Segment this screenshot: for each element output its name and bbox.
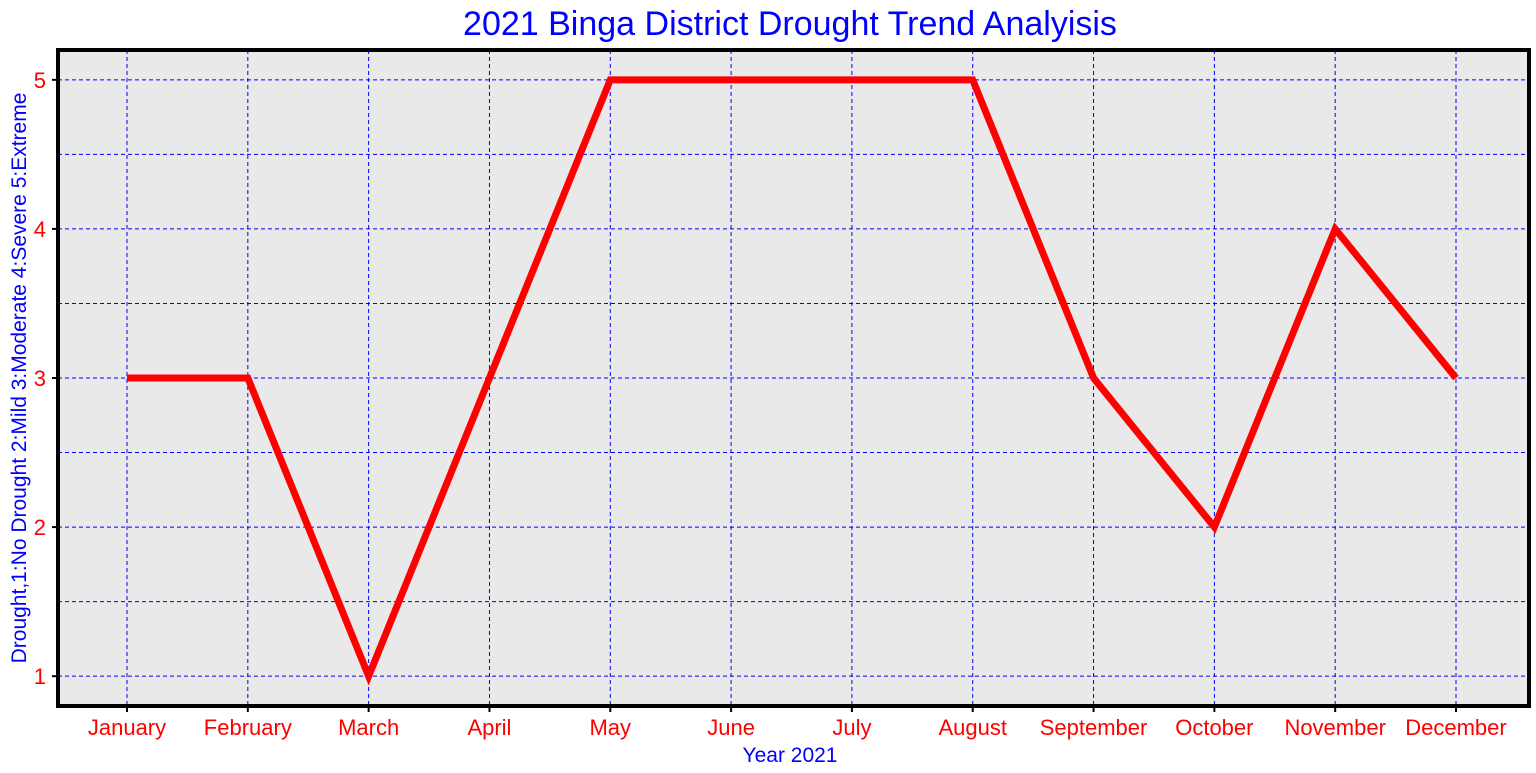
x-axis-label: Year 2021 — [743, 744, 838, 767]
x-tick-label: October — [1175, 715, 1253, 740]
y-tick-label: 3 — [34, 366, 46, 391]
drought-series-line — [127, 76, 1459, 686]
x-tick-label: May — [589, 715, 631, 740]
grid — [58, 50, 1529, 706]
x-tick-label: September — [1040, 715, 1148, 740]
x-tick-label: July — [832, 715, 871, 740]
y-tick-label: 1 — [34, 664, 46, 689]
x-tick-label: August — [938, 715, 1007, 740]
x-axis-ticks: January February March April May June July Augu… — [88, 706, 1507, 740]
x-tick-label: April — [467, 715, 511, 740]
y-axis-label: Drought,1:No Drought 2:Mild 3:Moderate 4… — [8, 93, 31, 664]
x-tick-label: January — [88, 715, 166, 740]
x-tick-label: November — [1284, 715, 1385, 740]
x-tick-label: March — [338, 715, 399, 740]
series-layer — [127, 76, 1459, 686]
x-tick-label: December — [1405, 715, 1506, 740]
x-tick-label: February — [204, 715, 292, 740]
chart-title: 2021 Binga District Drought Trend Analyi… — [463, 5, 1117, 43]
y-tick-label: 2 — [34, 515, 46, 540]
y-tick-label: 5 — [34, 68, 46, 93]
x-tick-label: June — [707, 715, 755, 740]
y-tick-label: 4 — [34, 217, 46, 242]
y-axis-ticks: 1 2 3 4 5 — [34, 68, 58, 689]
